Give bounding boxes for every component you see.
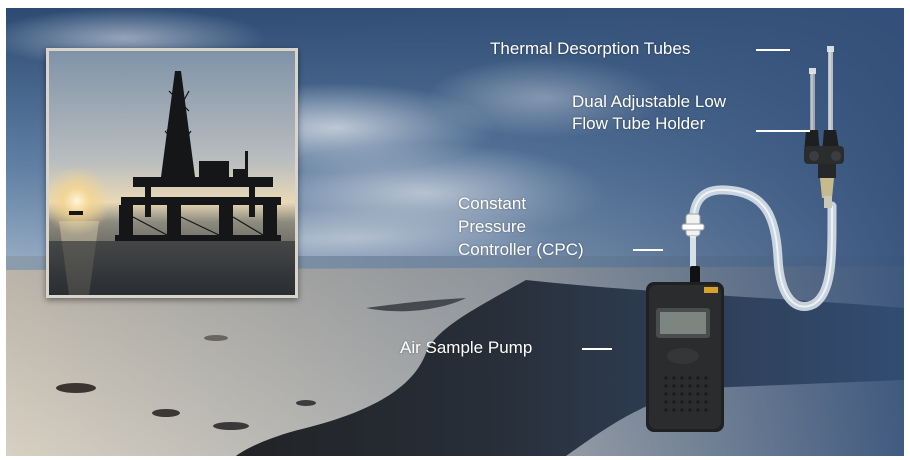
hero-image: Thermal Desorption Tubes Dual Adjustable… <box>6 8 904 456</box>
sampling-equipment <box>646 46 844 432</box>
tube-holder-icon <box>804 46 844 208</box>
label-air-sample-pump: Air Sample Pump <box>400 338 533 357</box>
oil-rig-icon <box>49 51 295 295</box>
label-cpc-line2: Pressure <box>458 217 527 236</box>
leader-thermal-desorption-tubes <box>756 49 790 51</box>
label-thermal-desorption-tubes: Thermal Desorption Tubes <box>490 39 691 58</box>
label-cpc-line3: Controller (CPC) <box>458 240 584 259</box>
cpc-icon <box>681 213 705 270</box>
air-sample-pump-icon <box>646 266 724 432</box>
label-tube-holder-line2: Flow Tube Holder <box>572 114 706 133</box>
leader-cpc <box>633 249 663 251</box>
label-tube-holder-line1: Dual Adjustable Low <box>572 92 727 111</box>
label-cpc-line1: Constant <box>458 194 527 213</box>
thermal-tube-icon <box>811 50 831 130</box>
leader-tube-holder <box>756 130 810 132</box>
oil-rig-photo <box>46 48 298 298</box>
leader-air-sample-pump <box>582 348 612 350</box>
